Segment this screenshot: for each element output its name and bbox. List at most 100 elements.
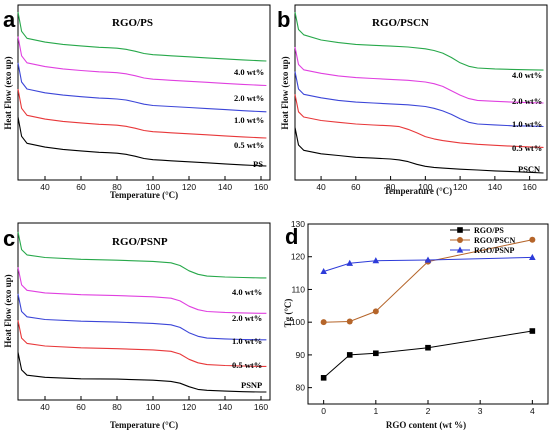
x-tick-label: 140 (218, 402, 232, 412)
panel-b-label-2wt: 2.0 wt% (512, 96, 542, 106)
x-tick-label: 80 (112, 402, 122, 412)
panel-c-title: RGO/PSNP (112, 236, 168, 248)
x-tick-label: 160 (254, 182, 268, 192)
dsc-curve-c-3 (17, 267, 267, 314)
x-tick-label: 80 (386, 182, 396, 192)
x-tick-label: 160 (523, 182, 537, 192)
x-tick-label: 100 (146, 182, 160, 192)
x-tick-label: 140 (218, 182, 232, 192)
y-tick-label: 80 (296, 383, 306, 393)
panel-a: a RGO/PS Temperature (°C) Heat Flow (exo… (3, 4, 271, 200)
x-tick-label: 40 (40, 182, 50, 192)
tg-point (346, 352, 353, 358)
panel-c-frame (17, 222, 271, 401)
x-tick-label: 1 (373, 406, 378, 416)
tg-point (346, 259, 354, 266)
panel-b-ylabel: Heat Flow (exo up) (280, 56, 290, 129)
panel-b-label-pscn: PSCN (518, 164, 541, 174)
dsc-curve-b-3 (294, 46, 544, 104)
panel-c-label-1wt: 1.0 wt% (232, 336, 262, 346)
y-tick-label: 120 (291, 252, 305, 262)
x-tick-label: 60 (351, 182, 361, 192)
dsc-curve-a-3 (17, 36, 267, 87)
panel-b-label-05wt: 0.5 wt% (512, 143, 542, 153)
tg-point (346, 318, 353, 325)
legend-label: RGO/PSCN (474, 236, 516, 245)
panel-letter-c: c (3, 226, 15, 251)
panel-b-label-4wt: 4.0 wt% (512, 70, 542, 80)
dsc-curve-a-1 (17, 88, 267, 139)
panel-b-frame (294, 4, 548, 181)
x-tick-label: 120 (182, 402, 196, 412)
x-tick-label: 3 (478, 406, 483, 416)
x-tick-label: 100 (418, 182, 432, 192)
x-tick-label: 160 (254, 402, 268, 412)
panel-b-label-1wt: 1.0 wt% (512, 119, 542, 129)
legend-label: RGO/PSNP (474, 246, 515, 255)
panel-letter-a: a (3, 7, 16, 32)
x-tick-label: 120 (182, 182, 196, 192)
dsc-curve-c-0 (17, 352, 267, 393)
dsc-curve-c-4 (17, 231, 267, 279)
legend-label: RGO/PS (474, 226, 504, 235)
panel-c-xlabel: Temperature (°C) (110, 420, 178, 430)
panel-a-title: RGO/PS (112, 17, 153, 29)
tg-point (320, 375, 327, 381)
x-tick-label: 60 (76, 402, 86, 412)
dsc-curve-c-2 (17, 293, 267, 341)
tg-point (372, 308, 379, 315)
dsc-curve-b-2 (294, 71, 544, 128)
tg-point (529, 253, 536, 260)
dsc-curve-c-1 (17, 320, 267, 367)
panel-d: d RGO content (wt %) Tg (°C) 0 1 2 3 4 80 90 10… (283, 219, 549, 430)
tg-line-0 (323, 330, 533, 379)
tg-point (373, 350, 379, 357)
legend-marker (456, 246, 464, 253)
panel-c-label-psnp: PSNP (241, 380, 262, 390)
y-tick-label: 90 (296, 350, 306, 360)
x-tick-label: 0 (321, 406, 326, 416)
panel-a-label-4wt: 4.0 wt% (234, 67, 264, 77)
x-tick-label: 4 (530, 406, 535, 416)
tg-point (529, 236, 536, 243)
panel-a-frame (17, 4, 271, 181)
x-tick-label: 140 (488, 182, 502, 192)
x-tick-label: 2 (426, 406, 431, 416)
panel-a-label-2wt: 2.0 wt% (234, 93, 264, 103)
tg-point (529, 328, 536, 334)
x-tick-label: 40 (316, 182, 326, 192)
dsc-curve-b-1 (294, 94, 544, 148)
panel-b: b RGO/PSCN Temperature (°C) Heat Flow (e… (277, 4, 548, 196)
panel-c-ylabel: Heat Flow (exo up) (3, 274, 13, 347)
tg-point (320, 319, 327, 326)
y-tick-label: 110 (291, 284, 305, 294)
dsc-curve-a-2 (17, 62, 267, 113)
panel-a-label-05wt: 0.5 wt% (234, 140, 264, 150)
x-tick-label: 60 (76, 182, 86, 192)
panel-b-title: RGO/PSCN (372, 17, 429, 29)
dsc-curve-b-4 (294, 11, 544, 71)
panel-a-label-1wt: 1.0 wt% (234, 115, 264, 125)
panel-c-label-2wt: 2.0 wt% (232, 313, 262, 323)
panel-c-label-05wt: 0.5 wt% (232, 360, 262, 370)
legend-marker (457, 237, 463, 243)
tg-point (320, 267, 327, 275)
panel-c-label-4wt: 4.0 wt% (232, 287, 262, 297)
x-tick-label: 120 (453, 182, 467, 192)
tg-point (424, 256, 432, 263)
panel-letter-d: d (285, 224, 298, 249)
panel-d-xlabel: RGO content (wt %) (386, 420, 466, 430)
tg-point (372, 257, 380, 264)
panel-a-xlabel: Temperature (°C) (110, 190, 178, 200)
panel-a-label-ps: PS (253, 159, 263, 169)
panel-a-ylabel: Heat Flow (exo up) (3, 56, 13, 129)
panel-b-xlabel: Temperature (°C) (384, 186, 452, 196)
dsc-curve-b-0 (294, 127, 544, 174)
panel-d-ylabel: Tg (°C) (283, 299, 293, 328)
panel-letter-b: b (277, 7, 290, 32)
y-tick-label: 130 (291, 219, 305, 229)
dsc-curve-a-0 (17, 116, 267, 167)
tg-point (425, 344, 431, 351)
y-tick-label: 100 (291, 317, 305, 327)
